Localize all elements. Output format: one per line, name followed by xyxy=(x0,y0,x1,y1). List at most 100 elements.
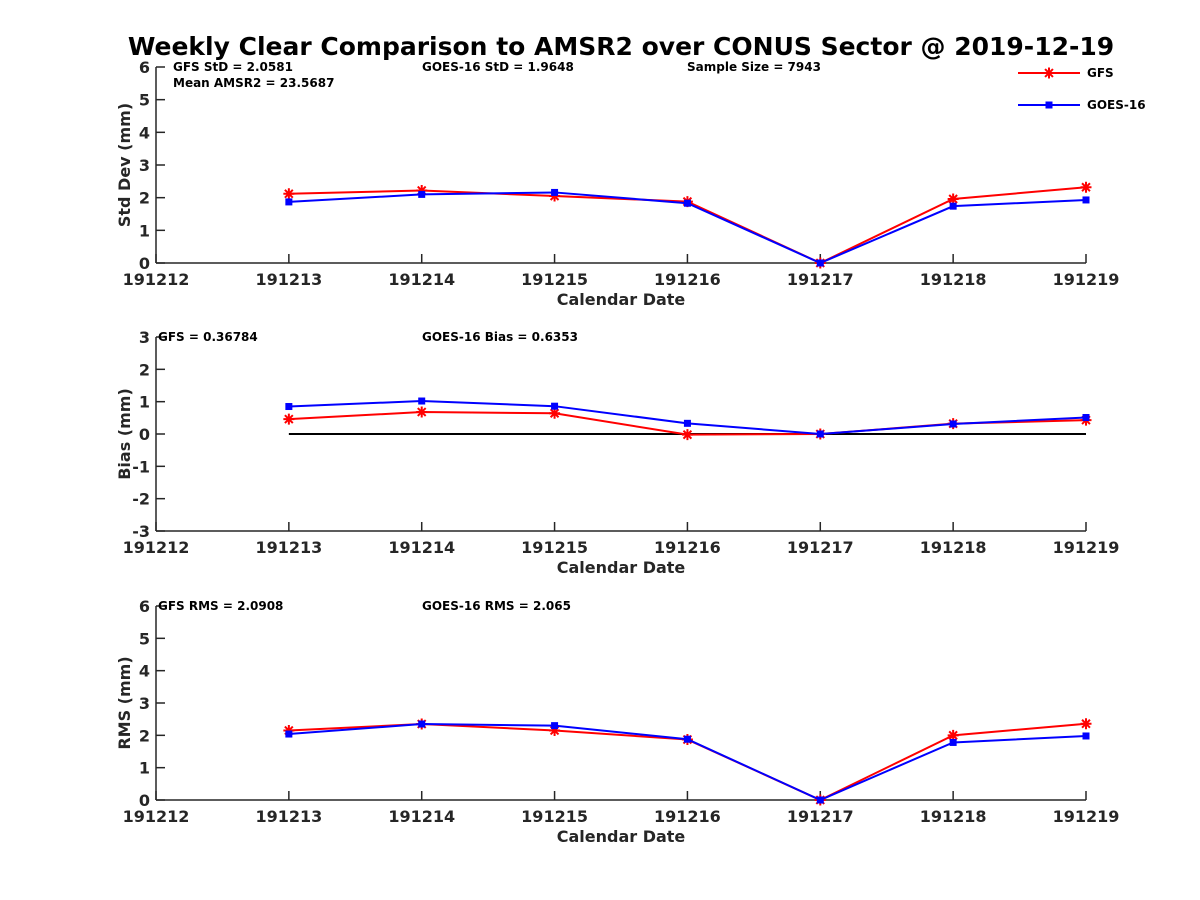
legend-marker-gfs xyxy=(1043,67,1055,79)
goes-16-data-point xyxy=(949,738,957,746)
y-tick-label: 0 xyxy=(139,254,150,273)
goes-16-data-point xyxy=(683,199,691,207)
y-tick-label: 4 xyxy=(139,123,150,142)
stat-annotation: GOES-16 Bias = 0.6353 xyxy=(422,330,578,344)
y-tick-label: 0 xyxy=(139,791,150,810)
y-tick-label: 2 xyxy=(139,189,150,208)
stat-annotation: GOES-16 StD = 1.9648 xyxy=(422,60,574,74)
x-tick-label: 191213 xyxy=(255,538,322,557)
legend-label-goes-16: GOES-16 xyxy=(1087,98,1146,112)
stat-annotation: GFS StD = 2.0581 xyxy=(173,60,293,74)
x-tick-label: 191219 xyxy=(1053,807,1120,826)
goes-16-data-point xyxy=(816,430,824,438)
x-axis-label: Calendar Date xyxy=(557,827,686,846)
legend-box xyxy=(1010,58,1160,120)
goes-16-data-point xyxy=(949,420,957,428)
y-tick-label: 5 xyxy=(139,629,150,648)
x-tick-label: 191219 xyxy=(1053,538,1120,557)
y-tick-label: 4 xyxy=(139,662,150,681)
y-tick-label: 6 xyxy=(139,597,150,616)
goes-16-data-point xyxy=(285,403,293,411)
goes-16-data-point xyxy=(285,198,293,206)
gfs-data-point xyxy=(549,407,561,419)
x-tick-label: 191215 xyxy=(521,270,588,289)
x-tick-label: 191212 xyxy=(123,270,190,289)
y-axis-label: Std Dev (mm) xyxy=(115,103,134,227)
y-tick-label: -2 xyxy=(132,490,150,509)
x-axis-label: Calendar Date xyxy=(557,290,686,309)
x-tick-label: 191216 xyxy=(654,538,721,557)
std-dev-panel: 191212 191213 191214 191215 191216 191217 1912… xyxy=(115,58,1119,309)
legend-marker-goes-16 xyxy=(1045,101,1053,109)
goes-16-data-point xyxy=(551,188,559,196)
stat-annotation: Mean AMSR2 = 23.5687 xyxy=(173,76,334,90)
x-tick-label: 191217 xyxy=(787,270,854,289)
y-axis-label: RMS (mm) xyxy=(115,656,134,749)
x-tick-label: 191217 xyxy=(787,807,854,826)
legend: GFS GOES-16 xyxy=(1010,58,1160,120)
x-tick-label: 191213 xyxy=(255,270,322,289)
goes-16-data-point xyxy=(551,722,559,730)
x-tick-label: 191215 xyxy=(521,807,588,826)
goes-16-data-point xyxy=(949,202,957,210)
y-tick-label: 1 xyxy=(139,393,150,412)
gfs-data-point xyxy=(283,724,295,736)
goes-16-data-point xyxy=(683,735,691,743)
legend-label-gfs: GFS xyxy=(1087,66,1114,80)
gfs-data-point xyxy=(681,429,693,441)
stat-annotation: GFS RMS = 2.0908 xyxy=(158,599,283,613)
y-tick-label: 5 xyxy=(139,91,150,110)
x-tick-label: 191216 xyxy=(654,270,721,289)
gfs-data-point xyxy=(283,188,295,200)
x-tick-label: 191215 xyxy=(521,538,588,557)
y-tick-label: 2 xyxy=(139,360,150,379)
goes-16-data-point xyxy=(683,419,691,427)
y-tick-label: -3 xyxy=(132,522,150,541)
stat-annotation: Sample Size = 7943 xyxy=(687,60,821,74)
x-tick-label: 191217 xyxy=(787,538,854,557)
gfs-data-point xyxy=(283,413,295,425)
y-tick-label: 3 xyxy=(139,328,150,347)
x-tick-label: 191214 xyxy=(388,538,455,557)
goes-16-data-point xyxy=(1082,732,1090,740)
x-tick-label: 191214 xyxy=(388,807,455,826)
goes-16-series-line xyxy=(288,400,1087,436)
x-tick-label: 191218 xyxy=(920,807,987,826)
gfs-data-point xyxy=(549,724,561,736)
y-tick-label: -1 xyxy=(132,457,150,476)
goes-16-data-point xyxy=(285,730,293,738)
x-axis-label: Calendar Date xyxy=(557,558,686,577)
y-tick-label: 6 xyxy=(139,58,150,77)
y-tick-label: 0 xyxy=(139,425,150,444)
goes-16-data-point xyxy=(1082,414,1090,422)
gfs-data-point xyxy=(416,406,428,418)
stat-annotation: GFS = 0.36784 xyxy=(158,330,258,344)
y-tick-label: 3 xyxy=(139,694,150,713)
x-tick-label: 191214 xyxy=(388,270,455,289)
gfs-data-point xyxy=(947,193,959,205)
y-tick-label: 3 xyxy=(139,156,150,175)
x-tick-label: 191212 xyxy=(123,538,190,557)
y-tick-label: 1 xyxy=(139,759,150,778)
bias-panel: 191212 191213 191214 191215 191216 191217 1912… xyxy=(115,328,1119,577)
x-tick-label: 191218 xyxy=(920,538,987,557)
y-tick-label: 1 xyxy=(139,221,150,240)
gfs-data-point xyxy=(947,729,959,741)
goes-16-data-point xyxy=(551,402,559,410)
stat-annotation: GOES-16 RMS = 2.065 xyxy=(422,599,571,613)
y-axis-label: Bias (mm) xyxy=(115,388,134,480)
gfs-data-point xyxy=(1080,181,1092,193)
y-tick-label: 2 xyxy=(139,726,150,745)
x-tick-label: 191218 xyxy=(920,270,987,289)
goes-16-data-point xyxy=(816,259,824,267)
goes-16-data-point xyxy=(1082,196,1090,204)
goes-16-data-point xyxy=(418,397,426,405)
goes-16-data-point xyxy=(816,796,824,804)
goes-16-data-point xyxy=(418,190,426,198)
rms-panel: 191212 191213 191214 191215 191216 191217 1912… xyxy=(115,597,1119,846)
gfs-data-point xyxy=(1080,718,1092,730)
figure-title: Weekly Clear Comparison to AMSR2 over CO… xyxy=(128,32,1114,61)
gfs-data-point xyxy=(416,184,428,196)
x-tick-label: 191219 xyxy=(1053,270,1120,289)
